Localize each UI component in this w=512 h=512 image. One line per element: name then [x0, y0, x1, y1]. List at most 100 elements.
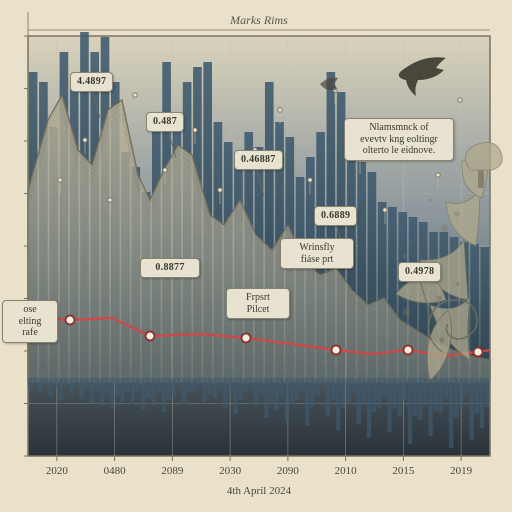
tick-bar [244, 378, 248, 392]
tick-bar [480, 378, 484, 428]
tick-bar [54, 378, 58, 388]
tick-bar [151, 378, 155, 406]
tick-bar [387, 378, 391, 432]
tick-bar [161, 378, 165, 412]
chart-stage: 20200480208920302090201020152019Marks Ri… [0, 0, 512, 512]
tick-bar [280, 378, 284, 397]
annot-label-0: ose elting rafe [2, 300, 58, 343]
value-label-1: 0.487 [146, 112, 184, 132]
tick-bar [64, 378, 68, 387]
tick-bar [259, 378, 263, 395]
annot-label-2: Frpsrt Pilcet [226, 288, 290, 319]
trend-marker [146, 332, 155, 341]
tick-bar [418, 378, 422, 420]
tick-bar [336, 378, 340, 430]
trend-marker [404, 346, 413, 355]
tick-bar [172, 378, 176, 396]
xtick-label: 2030 [219, 465, 242, 477]
scatter-dot [308, 178, 312, 182]
trend-marker [332, 346, 341, 355]
value-label-4: 0.4978 [398, 262, 441, 282]
annot-label-1: 0.8877 [140, 258, 200, 278]
tick-bar [315, 378, 319, 396]
scatter-dot [133, 93, 137, 97]
xtick-label: 2089 [161, 465, 184, 477]
tick-bar [449, 378, 453, 448]
tick-bar [79, 378, 83, 398]
tick-bar [141, 378, 145, 410]
tick-bar [459, 378, 463, 406]
tick-bar [197, 378, 201, 386]
tick-bar [28, 378, 32, 390]
tick-bar [305, 378, 309, 426]
trend-marker [474, 348, 483, 357]
tick-bar [90, 378, 94, 403]
scatter-dot [163, 168, 167, 172]
scatter-dot [436, 173, 440, 177]
tick-bar [182, 378, 186, 404]
scatter-dot [83, 138, 87, 142]
annot-label-3: Wrinsfly fiáse prt [280, 238, 354, 269]
tick-bar [223, 378, 227, 408]
tick-bar [33, 378, 37, 386]
tick-bar [115, 378, 119, 396]
tick-bar [167, 378, 171, 400]
tick-bar [38, 378, 42, 392]
xtick-label: 0480 [104, 465, 127, 477]
tick-bar [95, 378, 99, 391]
tick-bar [392, 378, 396, 409]
value-label-2: 0.46887 [234, 150, 283, 170]
tick-bar [454, 378, 458, 418]
tick-bar [69, 378, 73, 393]
tick-bar [408, 378, 412, 444]
tick-bar [156, 378, 160, 393]
tick-bar [213, 378, 217, 398]
tick-bar [346, 378, 350, 404]
tick-bar [341, 378, 345, 408]
value-label-3: 0.6889 [314, 206, 357, 226]
tick-bar [218, 378, 222, 389]
tick-bar [403, 378, 407, 400]
tick-bar [285, 378, 289, 422]
tick-bar [310, 378, 314, 406]
xtick-label: 2010 [335, 465, 358, 477]
tick-bar [444, 378, 448, 398]
tick-bar [382, 378, 386, 396]
tick-bar [238, 378, 242, 400]
tick-bar [464, 378, 468, 394]
tick-bar [208, 378, 212, 394]
tick-bar [351, 378, 355, 393]
xtick-label: 2020 [46, 465, 69, 477]
tick-bar [120, 378, 124, 402]
tick-bar [357, 378, 361, 424]
tick-bar [84, 378, 88, 389]
tick-bar [264, 378, 268, 418]
tick-bar [423, 378, 427, 403]
scatter-dot [58, 178, 62, 182]
tick-bar [74, 378, 78, 385]
tick-bar [110, 378, 114, 408]
tick-bar [434, 378, 438, 411]
tick-bar [126, 378, 130, 392]
tick-bar [439, 378, 443, 412]
tick-bar [377, 378, 381, 408]
tick-bar [249, 378, 253, 387]
tick-bar [413, 378, 417, 416]
scatter-dot [108, 198, 112, 202]
tick-bar [485, 378, 489, 407]
tick-bar [300, 378, 304, 390]
tick-bar [274, 378, 278, 410]
tick-bar [269, 378, 273, 402]
tick-bar [295, 378, 299, 400]
xtick-label: 2090 [277, 465, 300, 477]
scatter-dot [218, 188, 222, 192]
tick-bar [475, 378, 479, 414]
tick-bar [469, 378, 473, 440]
tick-bar [177, 378, 181, 388]
scatter-dot [383, 208, 387, 212]
tick-bar [326, 378, 330, 416]
tick-bar [290, 378, 294, 404]
chart-title: Marks Rims [229, 13, 288, 27]
tick-bar [59, 378, 63, 400]
tick-bar [367, 378, 371, 438]
